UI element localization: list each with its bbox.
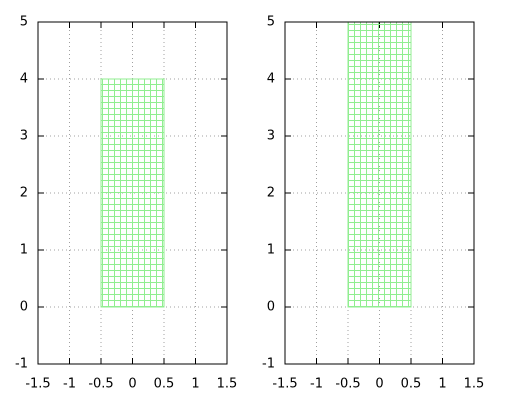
y-tick-label: 1 xyxy=(267,243,275,258)
bar xyxy=(347,21,412,308)
x-tick-label: 0.5 xyxy=(401,377,422,392)
y-tick-label: 4 xyxy=(267,72,275,87)
y-tick-label: 3 xyxy=(20,129,28,144)
y-tick-label: -1 xyxy=(262,357,275,372)
x-tick-label: 1 xyxy=(191,377,199,392)
y-tick-label: -1 xyxy=(15,357,28,372)
x-tick-label: 1 xyxy=(438,377,446,392)
y-tick-label: 0 xyxy=(267,300,275,315)
x-tick-label: 1.5 xyxy=(464,377,485,392)
y-tick-label: 0 xyxy=(20,300,28,315)
y-tick-label: 2 xyxy=(20,186,28,201)
x-tick-label: -0.5 xyxy=(335,377,360,392)
x-tick-label: -0.5 xyxy=(88,377,113,392)
x-tick-label: 0 xyxy=(375,377,383,392)
bar xyxy=(100,78,165,308)
x-tick-label: 0 xyxy=(128,377,136,392)
plot-frame xyxy=(37,21,228,365)
x-tick-label: 1.5 xyxy=(217,377,238,392)
x-tick-label: -1.5 xyxy=(25,377,50,392)
x-tick-label: 0.5 xyxy=(154,377,175,392)
y-tick-label: 5 xyxy=(20,15,28,30)
y-tick-label: 1 xyxy=(20,243,28,258)
y-tick-label: 5 xyxy=(267,15,275,30)
y-tick-label: 3 xyxy=(267,129,275,144)
x-tick-label: -1 xyxy=(63,377,76,392)
y-tick-label: 2 xyxy=(267,186,275,201)
x-tick-label: -1 xyxy=(310,377,323,392)
y-tick-label: 4 xyxy=(20,72,28,87)
x-tick-label: -1.5 xyxy=(272,377,297,392)
plot-frame xyxy=(284,21,475,365)
